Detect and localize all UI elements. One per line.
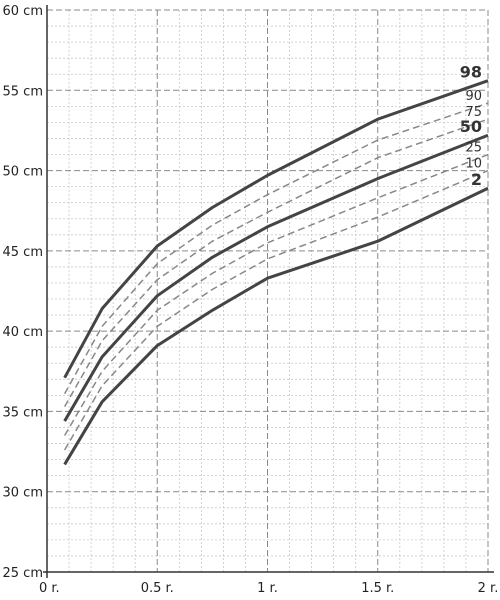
- axes: [43, 5, 494, 578]
- series-line-p50: [63, 133, 489, 422]
- y-tick-label: 35 cm: [3, 405, 44, 420]
- series-label-p75: 75: [465, 105, 482, 120]
- y-tick-label: 30 cm: [3, 486, 44, 501]
- series-label-p25: 25: [465, 141, 482, 156]
- x-tick-label: 1.5 r.: [361, 581, 394, 596]
- series-label-p90: 90: [465, 89, 482, 104]
- series-line-p90: [63, 102, 489, 395]
- series-line-p2: [63, 186, 489, 466]
- series-lines: [63, 79, 489, 466]
- x-tick-label: 1 r.: [257, 581, 278, 596]
- series-label-p98: 98: [460, 63, 482, 82]
- y-tick-label: 60 cm: [3, 4, 44, 19]
- x-tick-label: 0.5 r.: [141, 581, 174, 596]
- series-label-p50: 50: [460, 117, 482, 136]
- series-label-p10: 10: [465, 157, 482, 172]
- y-tick-label: 25 cm: [3, 566, 44, 581]
- series-label-p2: 2: [471, 170, 482, 189]
- y-tick-label: 55 cm: [3, 84, 44, 99]
- series-line-p98: [63, 79, 489, 379]
- tick-labels: 25 cm 30 cm 35 cm 40 cm 45 cm 50 cm 55 cm 60 cm…: [3, 4, 499, 596]
- y-tick-label: 40 cm: [3, 325, 44, 340]
- y-tick-label: 45 cm: [3, 245, 44, 260]
- x-tick-label: 2 r.: [478, 581, 499, 596]
- x-tick-label: 0 r.: [39, 581, 60, 596]
- minor-grid: [47, 10, 488, 572]
- y-tick-label: 50 cm: [3, 165, 44, 180]
- series-line-p75: [63, 118, 489, 407]
- series-line-p25: [63, 153, 489, 436]
- series-line-p10: [63, 169, 489, 451]
